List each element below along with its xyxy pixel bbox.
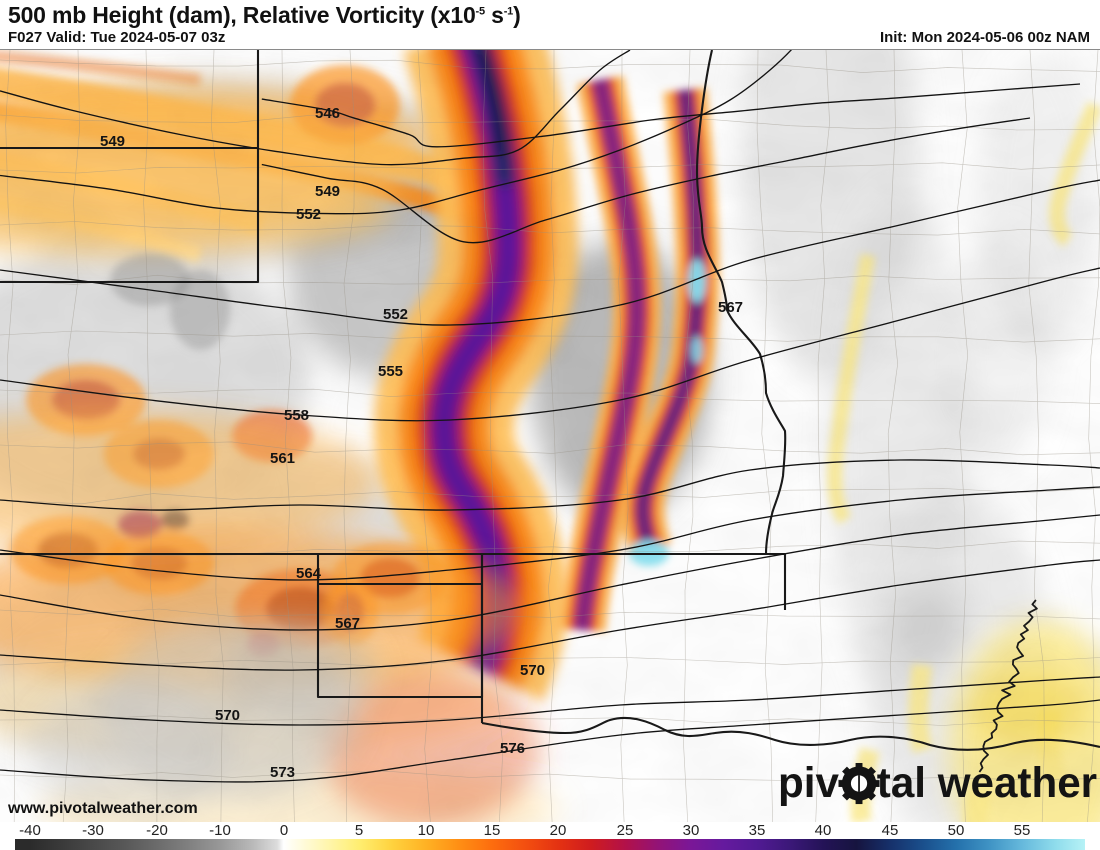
svg-text:549: 549 [100,133,125,150]
svg-text:549: 549 [315,183,340,200]
svg-text:573: 573 [270,764,295,781]
svg-text:555: 555 [378,363,403,380]
svg-text:552: 552 [383,306,408,323]
svg-text:561: 561 [270,450,295,467]
svg-text:piv: piv [778,759,839,806]
svg-text:tal weather: tal weather [877,759,1097,806]
svg-text:567: 567 [335,615,360,632]
svg-text:564: 564 [296,565,322,582]
svg-text:552: 552 [296,206,321,223]
svg-text:567: 567 [718,299,743,316]
svg-text:576: 576 [500,740,525,757]
svg-text:558: 558 [284,407,309,424]
svg-text:570: 570 [520,662,545,679]
svg-text:546: 546 [315,105,340,122]
svg-text:570: 570 [215,707,240,724]
